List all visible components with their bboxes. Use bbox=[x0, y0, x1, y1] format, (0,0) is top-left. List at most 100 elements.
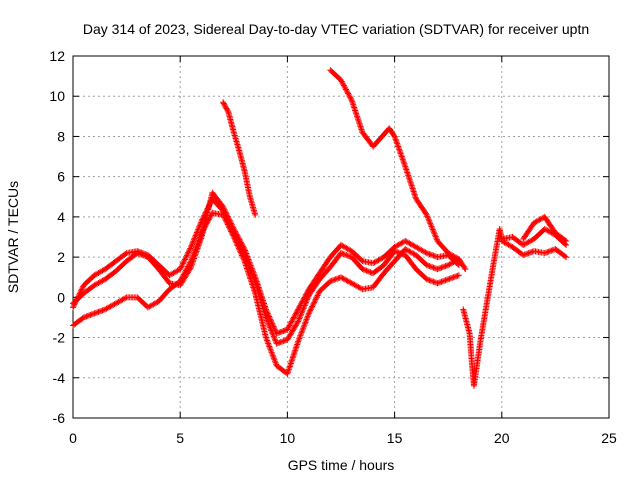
data-point bbox=[193, 249, 200, 256]
y-tick-label: -6 bbox=[53, 410, 66, 426]
data-point bbox=[561, 253, 568, 260]
data-point bbox=[221, 206, 228, 213]
data-point bbox=[270, 355, 277, 362]
data-point bbox=[269, 320, 276, 327]
data-point bbox=[188, 242, 195, 249]
data-point bbox=[311, 297, 318, 304]
data-point bbox=[363, 267, 370, 274]
data-point bbox=[224, 213, 231, 220]
data-point bbox=[238, 251, 245, 258]
data-point bbox=[234, 232, 241, 239]
data-point bbox=[266, 313, 273, 320]
data-point bbox=[430, 264, 437, 271]
data-point bbox=[422, 210, 429, 217]
data-point bbox=[265, 340, 272, 347]
data-point bbox=[235, 234, 242, 240]
satellite-track-1 bbox=[70, 195, 462, 347]
data-point bbox=[285, 325, 292, 332]
data-point bbox=[285, 323, 292, 330]
data-point bbox=[122, 250, 129, 257]
data-point bbox=[297, 332, 304, 339]
data-point bbox=[299, 298, 306, 305]
data-point bbox=[399, 156, 406, 163]
data-point bbox=[442, 277, 449, 284]
data-point bbox=[297, 302, 304, 309]
data-point bbox=[190, 238, 197, 245]
data-point bbox=[228, 220, 235, 227]
y-tick-label: 0 bbox=[57, 289, 65, 305]
data-point bbox=[193, 248, 200, 255]
data-point bbox=[296, 334, 303, 341]
data-point bbox=[399, 154, 406, 161]
data-point bbox=[279, 328, 286, 335]
data-point bbox=[295, 337, 302, 344]
data-point bbox=[431, 230, 438, 237]
data-point bbox=[295, 338, 302, 345]
data-point bbox=[225, 214, 232, 221]
data-point bbox=[342, 251, 349, 258]
data-point bbox=[197, 238, 204, 245]
data-point bbox=[561, 237, 568, 244]
data-point bbox=[400, 157, 407, 164]
data-point bbox=[396, 146, 403, 153]
data-point bbox=[563, 238, 570, 245]
data-point bbox=[338, 77, 344, 84]
data-point bbox=[314, 292, 321, 299]
data-point bbox=[345, 90, 352, 97]
x-tick-label: 15 bbox=[387, 430, 403, 446]
data-point bbox=[315, 291, 322, 298]
data-point bbox=[183, 252, 190, 259]
data-point bbox=[194, 246, 201, 253]
data-point bbox=[198, 217, 205, 224]
data-point bbox=[264, 309, 271, 316]
data-point bbox=[429, 252, 436, 259]
data-point bbox=[341, 83, 348, 90]
data-point bbox=[236, 246, 243, 253]
data-point bbox=[290, 315, 297, 322]
data-point bbox=[390, 132, 397, 139]
data-point bbox=[426, 219, 433, 226]
data-point bbox=[231, 227, 238, 234]
data-point bbox=[305, 310, 312, 317]
data-point bbox=[198, 219, 205, 226]
data-point bbox=[304, 313, 311, 320]
data-point bbox=[548, 247, 555, 254]
data-point bbox=[430, 229, 437, 236]
data-point bbox=[237, 248, 244, 255]
data-point bbox=[397, 149, 404, 156]
data-point bbox=[269, 350, 276, 357]
data-point bbox=[401, 162, 408, 169]
data-point bbox=[431, 279, 438, 286]
data-point bbox=[299, 308, 306, 315]
data-point bbox=[541, 250, 548, 257]
data-point bbox=[222, 104, 229, 111]
data-point bbox=[262, 334, 269, 341]
data-point bbox=[525, 250, 532, 257]
data-point bbox=[301, 320, 308, 327]
data-point bbox=[185, 249, 192, 256]
data-point bbox=[265, 341, 272, 348]
data-point bbox=[246, 259, 253, 266]
data-point bbox=[304, 314, 311, 321]
data-point bbox=[240, 244, 247, 251]
x-tick-label: 10 bbox=[280, 430, 296, 446]
y-axis-label: SDTVAR / TECUs bbox=[5, 181, 21, 293]
data-point bbox=[187, 265, 194, 272]
y-tick-label: 4 bbox=[57, 209, 65, 225]
data-point bbox=[134, 250, 141, 257]
data-point bbox=[281, 327, 288, 334]
data-point bbox=[194, 245, 201, 252]
data-point bbox=[435, 265, 442, 272]
data-point bbox=[293, 309, 300, 316]
satellite-track-2 bbox=[70, 209, 462, 377]
data-point bbox=[441, 263, 448, 270]
data-point bbox=[195, 226, 202, 233]
data-point bbox=[364, 268, 371, 275]
satellite-track-8 bbox=[520, 213, 570, 245]
data-point bbox=[191, 254, 198, 261]
data-point bbox=[280, 338, 287, 345]
data-point bbox=[192, 251, 199, 258]
data-point bbox=[439, 264, 446, 271]
data-point bbox=[276, 329, 283, 336]
